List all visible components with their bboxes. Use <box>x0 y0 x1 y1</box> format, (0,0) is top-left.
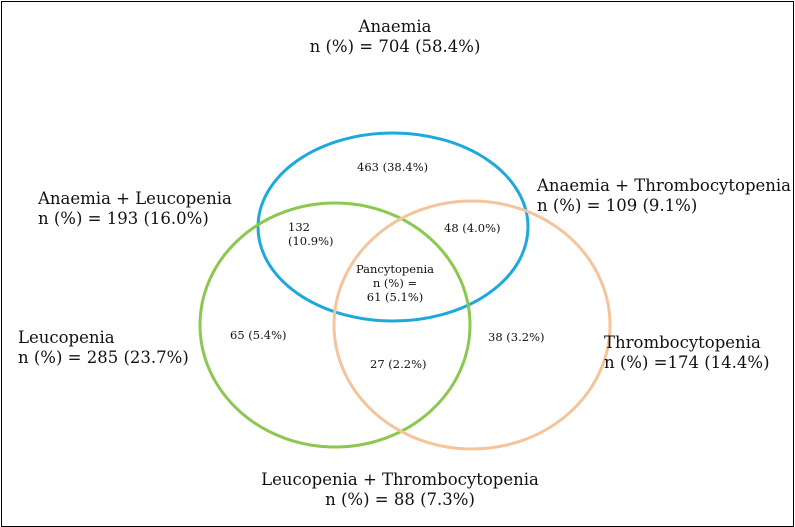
anaemia-leucopenia-count: n (%) = 193 (16.0%) <box>38 209 209 229</box>
anaemia-circle <box>256 131 530 323</box>
leucopenia-thrombocytopenia-name: Leucopenia + Thrombocytopenia <box>261 470 539 489</box>
thrombocytopenia-label: Thrombocytopenia n (%) =174 (14.4%) <box>604 333 770 373</box>
region-thrombocytopenia-only: 38 (3.2%) <box>488 330 545 344</box>
region-pancytopenia: Pancytopenia n (%) = 61 (5.1%) <box>345 262 445 304</box>
leucopenia-circle <box>198 201 472 449</box>
anaemia-name: Anaemia <box>358 17 432 36</box>
thrombocytopenia-circle <box>332 199 612 451</box>
anaemia-thrombocytopenia-count: n (%) = 109 (9.1%) <box>537 196 698 216</box>
pancytopenia-line2: n (%) = <box>372 276 418 291</box>
anaemia-thrombocytopenia-label: Anaemia + Thrombocytopenia n (%) = 109 (… <box>537 176 791 216</box>
region-leucopenia-only: 65 (5.4%) <box>230 328 287 342</box>
region-anaemia-thrombocytopenia: 48 (4.0%) <box>444 221 501 235</box>
region-anaemia-leucopenia-line1: 132 <box>288 220 310 234</box>
thrombocytopenia-count: n (%) =174 (14.4%) <box>604 353 770 373</box>
pancytopenia-line3: 61 (5.1%) <box>366 290 424 305</box>
region-leucopenia-thrombocytopenia: 27 (2.2%) <box>370 357 427 371</box>
region-anaemia-only: 463 (38.4%) <box>357 160 429 174</box>
anaemia-leucopenia-label: Anaemia + Leucopenia n (%) = 193 (16.0%) <box>38 189 232 229</box>
leucopenia-thrombocytopenia-label: Leucopenia + Thrombocytopenia n (%) = 88… <box>250 470 550 510</box>
leucopenia-label: Leucopenia n (%) = 285 (23.7%) <box>18 328 189 368</box>
anaemia-count: n (%) = 704 (58.4%) <box>309 37 481 57</box>
region-anaemia-leucopenia: 132 (10.9%) <box>288 220 334 248</box>
thrombocytopenia-name: Thrombocytopenia <box>604 333 761 352</box>
leucopenia-thrombocytopenia-count: n (%) = 88 (7.3%) <box>325 490 475 510</box>
anaemia-label: Anaemia n (%) = 704 (58.4%) <box>300 17 490 57</box>
pancytopenia-line1: Pancytopenia <box>355 262 435 276</box>
anaemia-leucopenia-name: Anaemia + Leucopenia <box>38 189 232 208</box>
leucopenia-name: Leucopenia <box>18 328 115 347</box>
leucopenia-count: n (%) = 285 (23.7%) <box>18 348 189 368</box>
region-anaemia-leucopenia-line2: (10.9%) <box>288 234 334 249</box>
anaemia-thrombocytopenia-name: Anaemia + Thrombocytopenia <box>537 176 792 195</box>
